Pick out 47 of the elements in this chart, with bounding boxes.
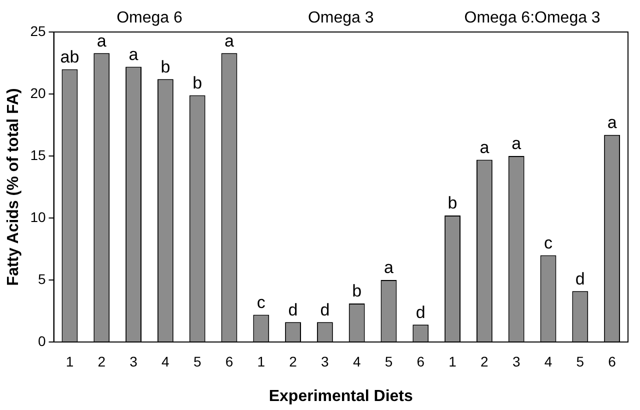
- x-tick-label: 5: [193, 353, 202, 370]
- data-label: d: [575, 269, 585, 288]
- x-tick-label: 4: [544, 353, 552, 370]
- x-tick-label: 3: [321, 353, 330, 370]
- x-tick-label: 4: [352, 353, 361, 370]
- data-label: a: [512, 134, 522, 154]
- x-tick-label: 6: [225, 353, 234, 370]
- data-label: b: [160, 57, 170, 76]
- text: Omega 6: [116, 9, 182, 26]
- x-axis-title: Experimental Diets: [268, 388, 414, 405]
- data-label: a: [224, 31, 234, 50]
- data-label: a: [384, 258, 394, 278]
- data-label: a: [96, 31, 107, 50]
- x-tick-label: 5: [576, 353, 584, 370]
- y-tick-label: 0: [38, 332, 46, 349]
- y-tick-label: 15: [30, 146, 46, 163]
- y-axis-title: Fatty Acids (% of total FA): [5, 88, 22, 286]
- x-tick-label: 2: [289, 353, 298, 370]
- y-tick-label: 20: [30, 84, 46, 101]
- data-label: b: [352, 282, 362, 301]
- x-tick-label: 1: [257, 353, 266, 370]
- x-tick-label: 2: [480, 353, 489, 370]
- x-tick-label: 3: [130, 353, 138, 370]
- x-tick-label: 6: [608, 353, 616, 370]
- data-label: a: [607, 113, 618, 132]
- x-tick-label: 6: [416, 353, 425, 370]
- y-tick-label: 5: [38, 270, 46, 287]
- data-label: a: [480, 138, 490, 157]
- data-label: b: [448, 194, 458, 213]
- data-label: ab: [60, 47, 80, 66]
- y-tick-label: 10: [30, 208, 46, 225]
- data-label: a: [128, 44, 139, 64]
- x-tick-label: 1: [448, 353, 457, 370]
- text: Omega 3: [308, 9, 374, 26]
- data-label: d: [320, 300, 330, 320]
- x-tick-label: 1: [66, 353, 74, 370]
- data-label: d: [288, 300, 298, 320]
- x-tick-label: 4: [162, 353, 170, 370]
- data-label: b: [192, 73, 202, 92]
- text: Omega 6:Omega 3: [464, 9, 600, 26]
- x-tick-label: 3: [512, 353, 520, 370]
- data-label: c: [256, 292, 266, 312]
- x-tick-label: 5: [384, 353, 393, 370]
- x-tick-label: 2: [98, 353, 106, 370]
- data-label: c: [544, 233, 553, 252]
- y-tick-label: 25: [30, 22, 46, 39]
- data-label: d: [416, 302, 426, 322]
